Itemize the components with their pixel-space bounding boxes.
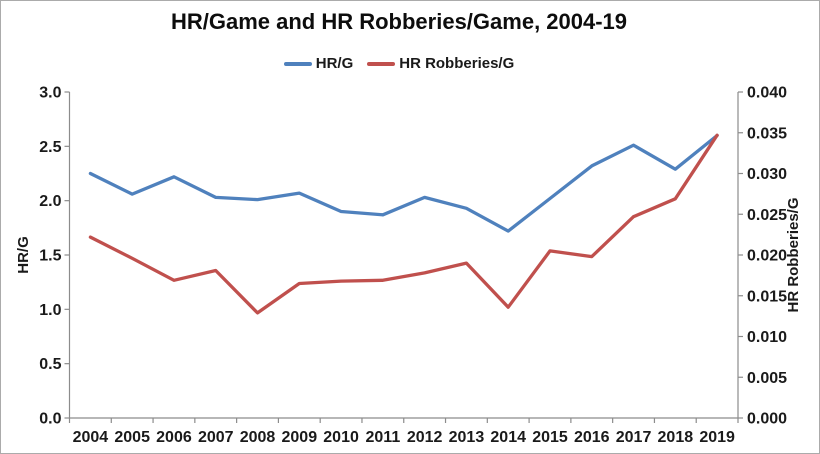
right-axis-tick-label: 0.000 (747, 411, 787, 428)
legend-label: HR Robberies/G (399, 55, 515, 72)
left-axis-tick-label: 2.5 (39, 139, 61, 156)
legend-item-hr-robberies-g: HR Robberies/G (367, 55, 514, 72)
x-axis-year-label: 2005 (114, 429, 150, 446)
right-axis-title: HR Robberies/G (785, 197, 802, 312)
left-axis-tick-label: 3.0 (39, 85, 61, 102)
right-axis-tick-label: 0.040 (747, 85, 787, 102)
x-axis-year-label: 2009 (282, 429, 318, 446)
x-axis-year-label: 2008 (240, 429, 276, 446)
left-axis-tick-label: 1.5 (39, 248, 61, 265)
x-axis-year-label: 2015 (532, 429, 568, 446)
x-axis-year-label: 2014 (490, 429, 526, 446)
x-axis-year-label: 2013 (449, 429, 485, 446)
left-axis-title: HR/G (15, 236, 32, 274)
x-axis-year-label: 2007 (198, 429, 234, 446)
series-line-hr-g (88, 133, 719, 233)
right-axis-tick-label: 0.020 (747, 248, 787, 265)
legend-item-hr-g: HR/G (283, 55, 354, 72)
right-axis-tick-label: 0.005 (747, 370, 787, 387)
x-axis-year-label: 2016 (574, 429, 610, 446)
x-axis-year-label: 2011 (366, 429, 401, 446)
x-axis-year-label: 2006 (156, 429, 192, 446)
x-axis-year-label: 2018 (658, 429, 694, 446)
x-axis-year-label: 2019 (699, 429, 735, 446)
legend-line-swatch-red (367, 61, 396, 66)
left-axis-tick-label: 2.0 (39, 193, 61, 210)
right-axis-tick-label: 0.035 (747, 125, 787, 142)
x-axis-year-label: 2004 (73, 429, 109, 446)
x-axis-year-label: 2010 (323, 429, 359, 446)
legend-line-swatch-blue (283, 61, 312, 66)
x-axis-year-label: 2012 (407, 429, 443, 446)
chart-title: HR/Game and HR Robberies/Game, 2004-19 (170, 9, 628, 34)
x-axis-year-label: 2017 (616, 429, 652, 446)
chart-legend: HR/G HR Robberies/G (1, 55, 797, 72)
left-axis-tick-label: 0.0 (39, 411, 61, 428)
series-line-hr-robberies-g (88, 133, 719, 315)
right-axis-tick-label: 0.010 (747, 329, 787, 346)
legend-label: HR/G (315, 55, 354, 72)
right-axis-tick-label: 0.030 (747, 166, 787, 183)
left-axis-tick-label: 0.5 (39, 356, 61, 373)
left-axis-tick-label: 1.0 (39, 302, 61, 319)
right-axis-tick-label: 0.015 (747, 288, 787, 305)
right-axis-tick-label: 0.025 (747, 207, 787, 224)
